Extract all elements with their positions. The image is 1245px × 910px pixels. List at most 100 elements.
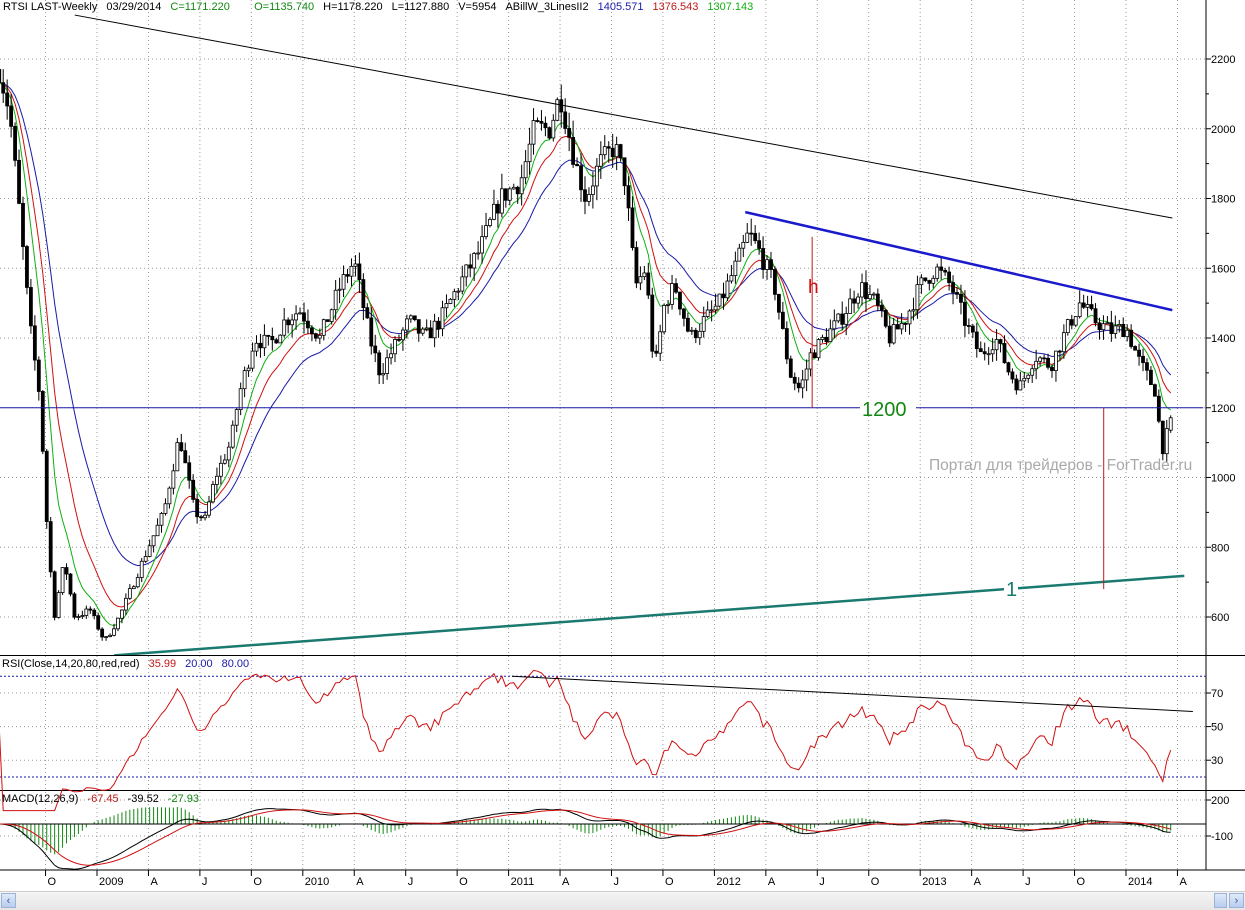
candle [1002, 335, 1007, 364]
candle [713, 293, 718, 314]
candle [816, 338, 821, 361]
candle [705, 301, 710, 319]
candle-body [998, 339, 1003, 344]
candle-body [713, 305, 718, 311]
candle-body [721, 293, 726, 299]
candle [1006, 361, 1011, 376]
candle [1113, 315, 1118, 339]
candle-body [80, 615, 85, 617]
candle-body [974, 331, 979, 350]
candle [555, 97, 560, 122]
candle-body [286, 319, 291, 326]
candle-body [139, 560, 144, 578]
candle-body [523, 161, 528, 179]
candle-body [302, 312, 306, 322]
candle [412, 315, 417, 322]
candle [1105, 316, 1110, 325]
candle [1160, 420, 1165, 461]
candle-body [250, 350, 255, 369]
blue-resistance-line [744, 210, 1173, 312]
macd-label: MACD(12,26,9) [2, 793, 79, 805]
candle [729, 264, 734, 284]
candle-body [266, 334, 271, 337]
candle [1152, 383, 1157, 397]
candle-body [1010, 371, 1015, 380]
candle-body [143, 556, 148, 562]
candle-body [634, 247, 639, 284]
scrollbar-thumb[interactable] [1214, 893, 1227, 908]
candle [784, 321, 789, 364]
candle-body [496, 203, 500, 214]
candle-body [460, 276, 465, 292]
candle [1034, 349, 1039, 380]
candle-body [135, 577, 140, 588]
candle [341, 265, 346, 298]
candle-body [385, 357, 389, 374]
candle [587, 187, 591, 207]
candle-body [357, 263, 362, 280]
teal-line-label: 1 [1006, 579, 1017, 601]
candle-body [646, 272, 651, 296]
candle-body [757, 240, 762, 249]
candle-body [317, 334, 322, 339]
candle [480, 225, 484, 264]
time-tick-label: J [408, 876, 414, 888]
candle-body [29, 287, 33, 327]
candle [903, 322, 908, 332]
candle [286, 317, 291, 334]
candle-body [480, 236, 484, 254]
candle-body [44, 450, 49, 523]
time-tick-label: A [974, 876, 982, 888]
candle-body [1089, 304, 1094, 310]
rsi-header: RSI(Close,14,20,80,red,red) 35.99 20.00 80.… [2, 658, 258, 670]
candle [306, 309, 310, 335]
candle [353, 255, 358, 277]
candle [788, 355, 793, 379]
candle-body [472, 253, 477, 269]
candle [638, 266, 643, 291]
candle [397, 334, 401, 343]
candle [310, 325, 314, 342]
candle [48, 516, 53, 578]
candle [899, 313, 904, 335]
candle-body [852, 298, 857, 304]
candle [135, 573, 140, 589]
candle [1145, 358, 1149, 381]
candle [935, 263, 940, 282]
candle-body [171, 470, 176, 489]
candle [377, 350, 382, 384]
candle [68, 573, 73, 597]
candle-body [306, 320, 310, 329]
candle-body [571, 136, 576, 165]
candle-body [927, 280, 932, 284]
candle-body [96, 615, 101, 630]
candle-body [175, 442, 180, 472]
candle-body [919, 277, 924, 286]
candle-body [848, 298, 853, 314]
candle-body [313, 333, 318, 339]
candle [583, 176, 587, 215]
scroll-left-button[interactable]: ‹ [1, 893, 16, 908]
candle [931, 275, 936, 289]
candle [108, 633, 112, 638]
macd-signal-line [0, 809, 1171, 866]
horizontal-scrollbar[interactable]: ‹ › [0, 891, 1245, 910]
candle [1129, 324, 1134, 349]
candle-body [123, 597, 128, 611]
scroll-right-button[interactable]: › [1229, 893, 1244, 908]
candle [523, 150, 528, 185]
candle-body [1109, 322, 1114, 334]
candle [689, 326, 694, 335]
candle-body [824, 336, 829, 343]
candle [737, 243, 742, 262]
candle [151, 535, 156, 553]
candle [116, 617, 120, 632]
candle [282, 308, 287, 338]
candle-body [812, 352, 817, 359]
candle-body [864, 282, 868, 300]
candle [215, 467, 219, 494]
candle-body [868, 294, 872, 300]
candle-body [598, 154, 603, 167]
candle-body [840, 313, 845, 325]
candle [670, 274, 674, 310]
